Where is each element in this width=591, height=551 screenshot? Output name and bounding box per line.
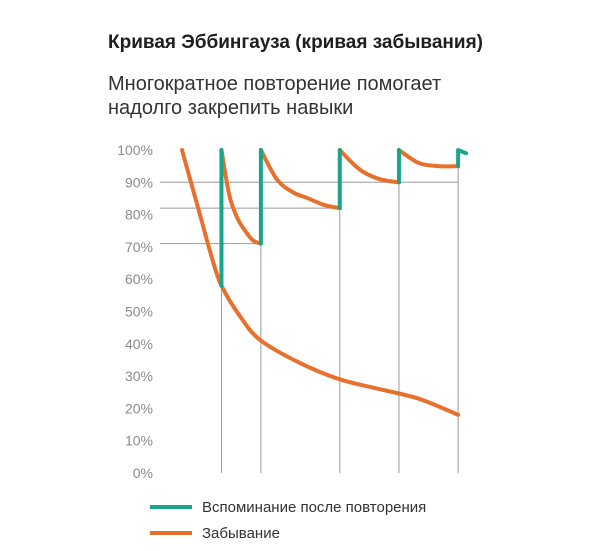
legend-swatch-forget: [150, 531, 192, 535]
y-tick-label: 60%: [125, 271, 153, 287]
legend-label-recall: Вспоминание после повторения: [202, 498, 427, 516]
recall-jump-line: [456, 148, 468, 169]
forget-series: [180, 148, 461, 417]
recall-series: [219, 148, 468, 288]
y-tick-label: 50%: [125, 304, 153, 320]
y-tick-label: 10%: [125, 433, 153, 449]
y-tick-label: 0%: [133, 465, 153, 481]
forget-curve-segment: [258, 148, 342, 211]
legend-swatch-recall: [150, 505, 192, 509]
legend-label-forget: Забывание: [202, 524, 280, 542]
forget-curve-segment: [180, 148, 461, 417]
y-tick-label: 40%: [125, 336, 153, 352]
forget-curve-segment: [396, 148, 461, 169]
legend-item-recall: Вспоминание после повторения: [150, 494, 426, 520]
y-tick-label: 90%: [125, 174, 153, 190]
y-axis-ticks: 0% 10% 20% 30% 40% 50% 60% 70% 80% 90% 100%: [117, 142, 153, 481]
legend-item-forget: Забывание: [150, 520, 426, 546]
y-tick-label: 80%: [125, 207, 153, 223]
chart-subtitle: Многократное повторение помогает надолго…: [108, 72, 538, 120]
legend: Вспоминание после повторения Забывание: [150, 494, 426, 546]
y-tick-label: 20%: [125, 400, 153, 416]
forget-curve-segment: [337, 148, 401, 185]
subtitle-line-2: надолго закрепить навыки: [108, 97, 354, 119]
subtitle-line-1: Многократное повторение помогает: [108, 73, 442, 95]
forget-curve-segment: [219, 148, 263, 246]
chart-title: Кривая Эббингауза (кривая забывания): [108, 32, 483, 53]
y-tick-label: 30%: [125, 368, 153, 384]
y-tick-label: 100%: [117, 142, 153, 158]
y-tick-label: 70%: [125, 239, 153, 255]
